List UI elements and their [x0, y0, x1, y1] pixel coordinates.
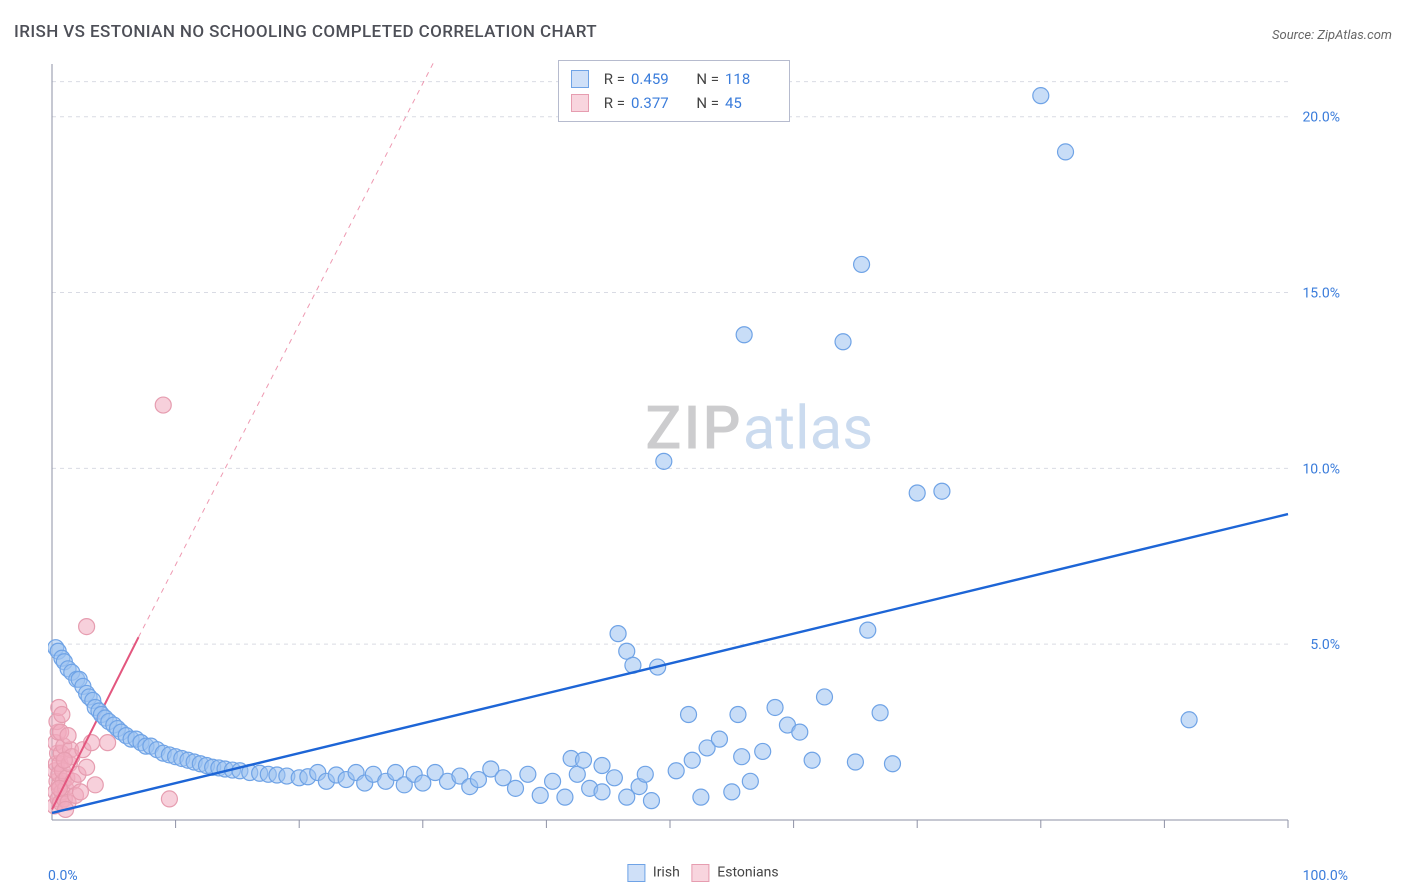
corr-r-estonian: 0.377 [631, 91, 683, 115]
x-axis-min-label: 0.0% [48, 868, 78, 884]
legend-label-irish: Irish [653, 865, 680, 881]
corr-row-irish: R = 0.459 N = 118 [571, 67, 777, 91]
corr-r-label: R = [597, 67, 625, 91]
corr-n-estonian: 45 [725, 91, 777, 115]
legend-item-estonians: Estonians [692, 864, 779, 882]
legend-item-irish: Irish [627, 864, 679, 882]
correlation-box: R = 0.459 N = 118 R = 0.377 N = 45 [558, 60, 790, 122]
legend-label-estonians: Estonians [717, 865, 778, 881]
svg-text:15.0%: 15.0% [1302, 286, 1340, 302]
corr-r-irish: 0.459 [631, 67, 683, 91]
corr-r-label: R = [597, 91, 625, 115]
legend: Irish Estonians [627, 864, 778, 882]
x-axis-max-label: 100.0% [1303, 868, 1348, 884]
corr-swatch-estonian [571, 94, 589, 112]
corr-swatch-irish [571, 70, 589, 88]
svg-text:5.0%: 5.0% [1310, 637, 1340, 653]
corr-n-label: N = [691, 67, 719, 91]
chart-title: IRISH VS ESTONIAN NO SCHOOLING COMPLETED… [14, 22, 597, 42]
svg-text:10.0%: 10.0% [1302, 461, 1340, 477]
plot-area: 5.0% 10.0% 15.0% 20.0% [48, 60, 1348, 850]
source-label: Source: ZipAtlas.com [1272, 28, 1392, 43]
legend-swatch-irish [627, 864, 645, 882]
corr-n-label: N = [691, 91, 719, 115]
legend-swatch-estonians [692, 864, 710, 882]
svg-text:20.0%: 20.0% [1302, 110, 1340, 126]
scatter-chart: 5.0% 10.0% 15.0% 20.0% [48, 60, 1348, 850]
corr-row-estonian: R = 0.377 N = 45 [571, 91, 777, 115]
corr-n-irish: 118 [725, 67, 777, 91]
